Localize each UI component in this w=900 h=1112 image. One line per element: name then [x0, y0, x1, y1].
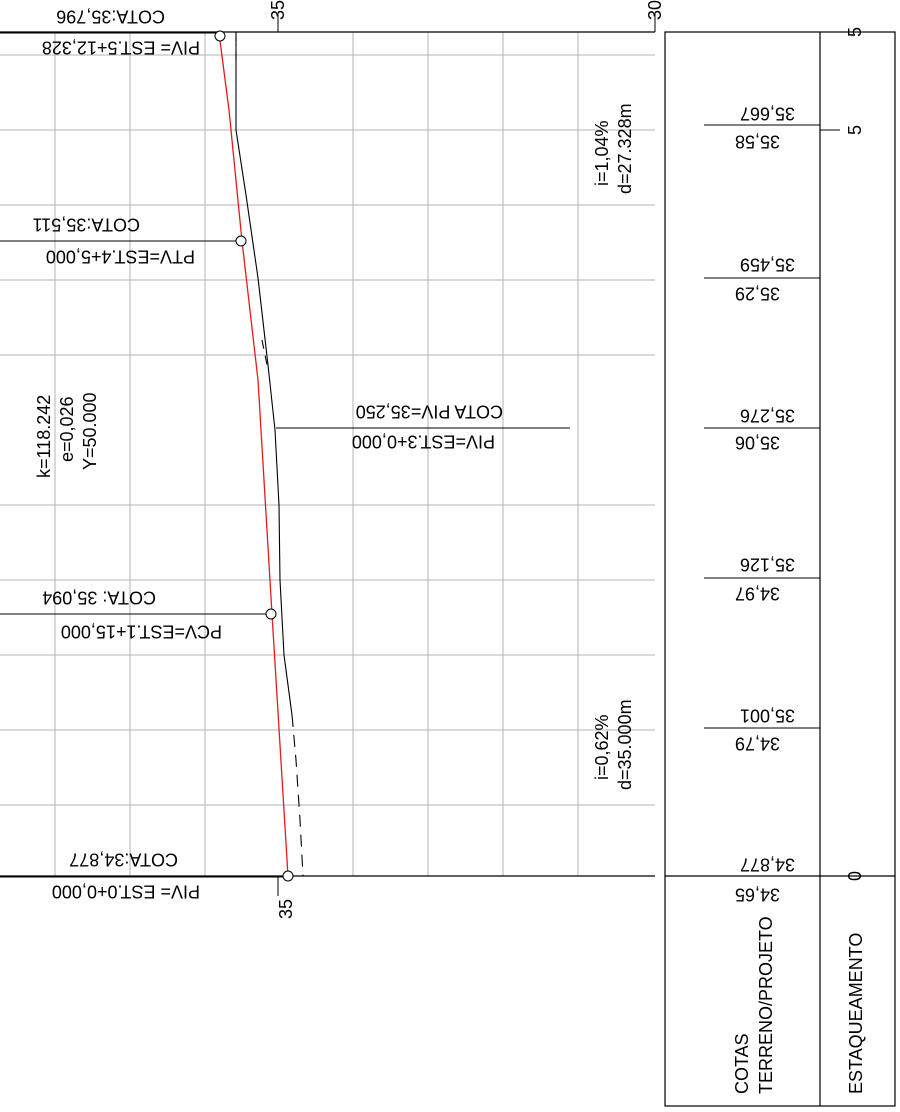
start-piv-label: PIV= EST.0+0,000: [52, 881, 200, 901]
cota-b-3: 34,97: [735, 583, 780, 603]
upper-grade-d: d=27.328m: [615, 103, 635, 194]
start-cota-label: COTA:34,877: [69, 849, 178, 869]
axis-30-top: 30: [645, 0, 665, 20]
upper-grade-i: i=1,04%: [592, 120, 612, 186]
piv-top-marker: [214, 30, 226, 42]
station-top: 5: [845, 27, 865, 37]
vertex-markers: [214, 30, 294, 882]
mid-cota-label: COTA PIV=35,250: [356, 401, 503, 421]
axis-35-bottom: 35: [276, 899, 296, 919]
ptv-marker: [235, 235, 247, 247]
lower-grade-d: d=35.000m: [615, 699, 635, 790]
mid-piv-label: PIV=EST.3+0,000: [352, 431, 495, 451]
cota-b-1: 35,29: [735, 283, 780, 303]
terrain-line-solid: [235, 44, 293, 716]
piv-start-marker: [282, 870, 294, 882]
cota-a-4: 35,001: [740, 705, 795, 725]
profile-frame: [0, 14, 656, 896]
data-table: [664, 31, 896, 1107]
station-mid: 5: [845, 125, 865, 135]
cota-a-5: 34,877: [740, 854, 795, 874]
lower-grade-i: i=0,62%: [592, 714, 612, 780]
ptv-cota-label: COTA:35,511: [33, 214, 140, 234]
terrain-dashed-upper: [235, 36, 269, 371]
terrain-dashed-lower: [291, 714, 304, 877]
cota-a-3: 35,126: [740, 554, 795, 574]
curve-y: Y=50.000: [80, 392, 100, 470]
pcv-cota-label: COTA: 35,094: [42, 587, 156, 607]
curve-k: k=118.242: [34, 395, 54, 478]
cota-b-0: 35,58: [735, 131, 780, 151]
top-piv-label: PIV= EST.5+12,328: [42, 37, 200, 57]
curve-e: e=0,026: [57, 396, 77, 462]
grid: [0, 32, 655, 876]
station-bottom: 0: [845, 871, 865, 881]
cota-b-5: 34,65: [735, 884, 780, 904]
ptv-label: PTV=EST.4+5,000: [46, 246, 195, 266]
leader-lines: [0, 32, 570, 878]
cota-a-0: 35,667: [740, 103, 795, 123]
top-cota-label: COTA:35,796: [56, 6, 165, 26]
project-grade-line: [218, 32, 289, 877]
cotas-header-line1: COTAS: [732, 1033, 752, 1094]
cota-b-2: 35,06: [735, 432, 780, 452]
cota-a-2: 35,276: [740, 405, 795, 425]
cota-a-1: 35,459: [740, 254, 795, 274]
axis-35-top: 35: [268, 0, 288, 20]
pcv-label: PCV=EST.1+15,000: [61, 621, 222, 641]
estaqueamento-header: ESTAQUEAMENTO: [846, 933, 866, 1094]
cotas-header-line2: TERRENO/PROJETO: [756, 916, 776, 1094]
pcv-marker: [265, 608, 277, 620]
cota-b-4: 34,79: [735, 733, 780, 753]
